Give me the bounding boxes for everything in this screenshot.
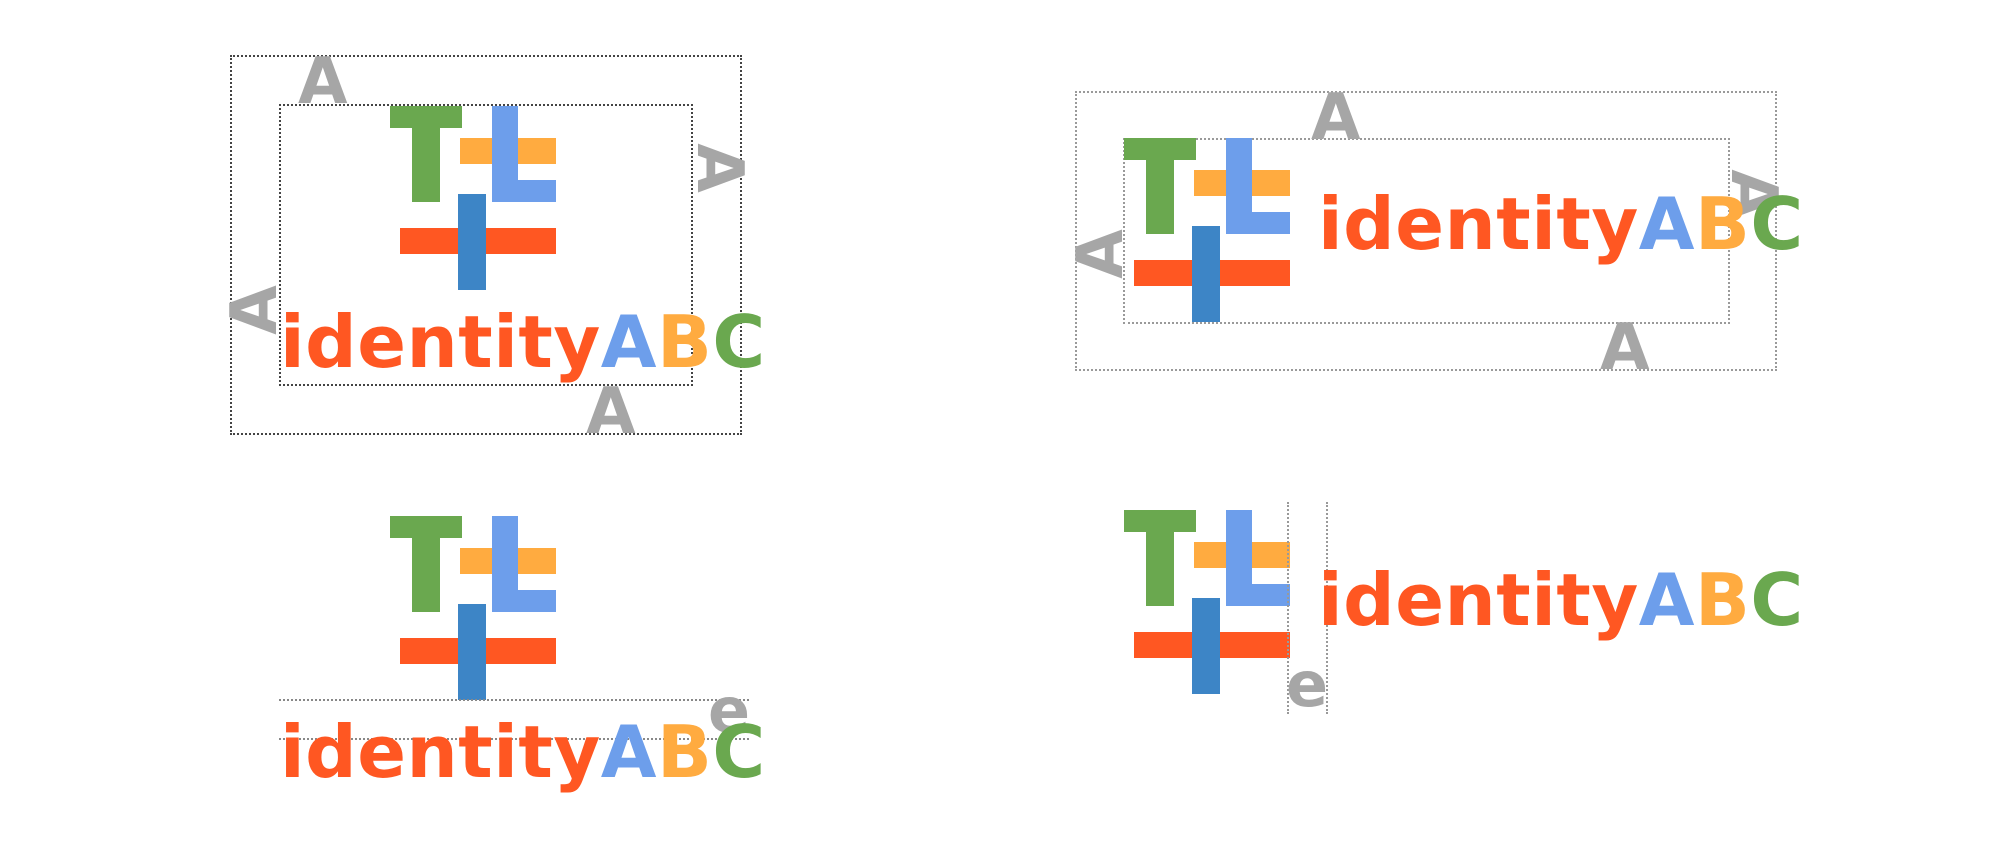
wordmark-letter-a: A [600,300,657,384]
logo-mark-horizontal [1120,136,1290,322]
spacing-guide-top [279,699,749,701]
wordmark-letter-c: C [712,300,766,384]
mark-blue-stem [1192,226,1220,322]
wordmark-stacked-spacing: identityABC [280,716,766,788]
mark-l-foot [1226,212,1290,234]
wordmark-letter-c: C [712,710,766,794]
spacing-guide-left [1287,502,1289,714]
clearspace-label-bottom: A [586,375,636,449]
spacing-guide-right [1326,502,1328,714]
wordmark-letter-b: B [657,710,713,794]
clearspace-label-bottom-horizontal: A [1600,311,1650,385]
wordmark-letter-a: A [1638,182,1695,266]
spacing-guide-bottom [279,738,749,740]
spacing-label-stacked: e [708,674,751,747]
mark-l-foot [492,590,556,612]
logo-mark-stacked-spacing [386,514,556,700]
wordmark-letter-c: C [1750,182,1804,266]
mark-t-stem [1146,138,1174,234]
wordmark-letter-b: B [1695,182,1751,266]
wordmark-letter-a: A [600,710,657,794]
mark-l-foot [492,180,556,202]
inner-logo-box-horizontal [1123,138,1730,324]
mark-l-foot [1226,584,1290,606]
wordmark: identityABC [280,306,766,378]
wordmark-prefix: identity [280,300,601,384]
mark-t-stem [412,516,440,612]
clearspace-label-right: A [681,143,756,193]
wordmark-prefix: identity [1318,558,1639,642]
mark-blue-stem [1192,598,1220,694]
mark-t-stem [1146,510,1174,606]
inner-logo-box [279,104,693,386]
outer-clearspace-box [230,55,742,435]
clearspace-label-left: A [217,285,292,335]
spacing-label-horizontal: e [1286,648,1329,721]
mark-blue-stem [458,604,486,700]
mark-t-stem [412,106,440,202]
logo-mark [386,104,556,290]
wordmark-letter-c: C [1750,558,1804,642]
wordmark-horizontal-spacing: identityABC [1318,564,1804,636]
wordmark-prefix: identity [280,710,601,794]
clearspace-label-top: A [298,45,348,119]
wordmark-letter-b: B [1695,558,1751,642]
wordmark-prefix: identity [1318,182,1639,266]
wordmark-letter-a: A [1638,558,1695,642]
mark-blue-stem [458,194,486,290]
wordmark-letter-b: B [657,300,713,384]
clearspace-label-top-horizontal: A [1311,81,1361,155]
wordmark-horizontal: identityABC [1318,188,1804,260]
logo-mark-horizontal-spacing [1120,508,1290,694]
outer-clearspace-box-horizontal [1075,91,1777,371]
